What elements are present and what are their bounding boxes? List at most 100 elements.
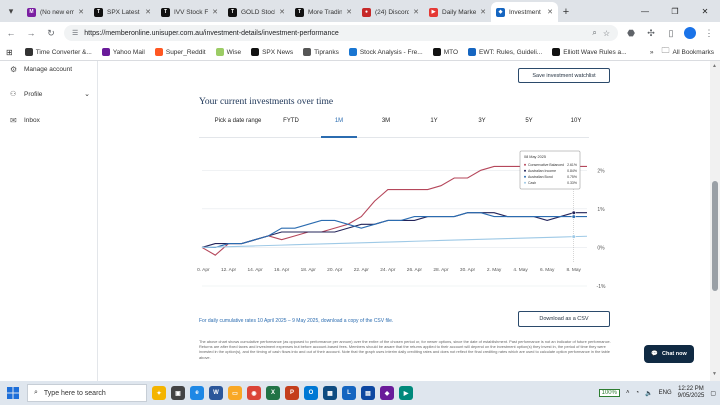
- windows-start-icon[interactable]: [4, 384, 22, 402]
- taskbar-powerpoint-icon[interactable]: P: [285, 386, 299, 400]
- bookmark-item[interactable]: Super_Reddit: [154, 48, 206, 56]
- bookmark-item[interactable]: EWT: Rules, Guideli...: [468, 48, 542, 56]
- bookmark-item[interactable]: Wise: [215, 48, 241, 56]
- taskbar-chrome-icon[interactable]: ◉: [247, 386, 261, 400]
- period-tab-1m[interactable]: 1M: [334, 118, 344, 124]
- more-bookmarks-icon[interactable]: »: [649, 48, 654, 56]
- sidebar-item-inbox[interactable]: ✉ Inbox: [10, 116, 90, 125]
- taskbar-app4-icon[interactable]: ◆: [380, 386, 394, 400]
- site-info-icon[interactable]: ☰: [72, 30, 79, 37]
- forward-icon[interactable]: →: [26, 28, 36, 38]
- tooltip-series-dot: [524, 169, 526, 172]
- browser-tab[interactable]: M (No new em ✕: [22, 2, 89, 22]
- bookmark-favicon-icon: [215, 48, 224, 56]
- taskbar-app5-icon[interactable]: ▶: [399, 386, 413, 400]
- bookmark-favicon-icon: [154, 48, 163, 56]
- minimize-icon[interactable]: —: [641, 6, 649, 16]
- period-tab-5y[interactable]: 5Y: [525, 118, 533, 124]
- profile-avatar[interactable]: [684, 27, 696, 39]
- page-scrollbar[interactable]: ▲ ▼: [710, 61, 720, 381]
- tab-close-icon[interactable]: ✕: [212, 9, 218, 16]
- apps-icon[interactable]: ⊞: [6, 47, 13, 57]
- clock[interactable]: 12:22 PM 9/05/2025: [678, 386, 705, 400]
- save-watchlist-button[interactable]: Save investment watchlist: [518, 68, 610, 83]
- taskbar-word-icon[interactable]: W: [209, 386, 223, 400]
- tab-close-icon[interactable]: ✕: [413, 9, 419, 16]
- up-arrow-icon[interactable]: ˄: [625, 390, 630, 396]
- sidebar-item-profile[interactable]: ⚇ Profile ⌄: [10, 90, 90, 99]
- network-icon[interactable]: ◔: [635, 390, 640, 396]
- bookmark-item[interactable]: SPX News: [251, 48, 293, 56]
- chat-now-button[interactable]: 💬 Chat now: [644, 345, 694, 363]
- bookmark-item[interactable]: Stock Analysis - Fre...: [348, 48, 423, 56]
- bookmark-item[interactable]: Elliott Wave Rules a...: [552, 48, 627, 56]
- x-tick-label: 26. Apr: [407, 267, 423, 273]
- sidepanel-icon[interactable]: ▯: [668, 27, 674, 38]
- tab-close-icon[interactable]: ✕: [346, 9, 352, 16]
- taskbar-taskview-icon[interactable]: ▣: [171, 386, 185, 400]
- period-tab-3y[interactable]: 3Y: [478, 118, 486, 124]
- bookmark-item[interactable]: Time Converter &...: [24, 48, 92, 56]
- x-tick-label: 22. Apr: [354, 267, 370, 273]
- browser-tab[interactable]: ● (24) Discord ✕: [357, 2, 424, 22]
- taskbar-app2-icon[interactable]: L: [342, 386, 356, 400]
- reload-icon[interactable]: ↻: [47, 27, 55, 38]
- browser-tab[interactable]: ◆ Investment p ✕: [491, 2, 558, 22]
- period-tab-10y[interactable]: 10Y: [570, 118, 582, 124]
- period-tab-pick-a-date-range[interactable]: Pick a date range: [214, 118, 262, 124]
- bookmark-item[interactable]: Tipranks: [303, 48, 339, 56]
- chevron-down-icon[interactable]: ⌄: [84, 91, 90, 98]
- tab-search-icon[interactable]: ▾: [8, 5, 14, 16]
- language-indicator[interactable]: ENG: [658, 390, 672, 396]
- bookmark-item[interactable]: MTO: [432, 48, 458, 56]
- tab-close-icon[interactable]: ✕: [145, 9, 151, 16]
- bookmark-item[interactable]: Yahoo Mail: [101, 48, 145, 56]
- taskbar-app3-icon[interactable]: ▤: [361, 386, 375, 400]
- period-tab-fytd[interactable]: FYTD: [283, 118, 299, 124]
- tab-close-icon[interactable]: ✕: [547, 9, 553, 16]
- bookmark-favicon-icon: [101, 48, 110, 56]
- zoom-icon[interactable]: ⌕: [592, 28, 597, 37]
- new-tab-button[interactable]: +: [562, 6, 570, 18]
- sidebar-item-manage-account[interactable]: ⚙ Manage account: [10, 65, 90, 74]
- browser-tab[interactable]: T SPX Latest N ✕: [89, 2, 156, 22]
- url-text[interactable]: https://memberonline.unisuper.com.au/inv…: [84, 29, 339, 37]
- browser-tab[interactable]: T IVV Stock Fu✕: [156, 2, 223, 22]
- taskbar-widgets-icon[interactable]: ✦: [152, 386, 166, 400]
- taskbar-explorer-icon[interactable]: ▭: [228, 386, 242, 400]
- bookmarks-bar: ⊞ Time Converter &... Yahoo Mail Super_Red…: [0, 44, 720, 61]
- period-tab-3m[interactable]: 3M: [381, 118, 391, 124]
- address-bar[interactable]: ☰ https://memberonline.unisuper.com.au/i…: [64, 25, 618, 41]
- all-bookmarks[interactable]: 🗀 All Bookmarks: [661, 45, 714, 59]
- scroll-up-icon[interactable]: ▲: [712, 63, 717, 69]
- tab-close-icon[interactable]: ✕: [279, 9, 285, 16]
- taskbar-search[interactable]: ⌕ Type here to search: [27, 384, 147, 402]
- browser-tab[interactable]: T More Tradin ✕: [290, 2, 357, 22]
- extension-icon[interactable]: ⬣: [627, 27, 635, 38]
- taskbar-excel-icon[interactable]: X: [266, 386, 280, 400]
- period-tab-1y[interactable]: 1Y: [430, 118, 438, 124]
- puzzle-icon[interactable]: ✣: [647, 27, 655, 38]
- taskbar-app-icon[interactable]: ▦: [323, 386, 337, 400]
- scroll-down-icon[interactable]: ▼: [712, 371, 717, 377]
- download-csv-button[interactable]: Download as a CSV: [518, 311, 610, 327]
- bookmark-star-icon[interactable]: ☆: [602, 28, 610, 38]
- bookmark-list: Time Converter &... Yahoo Mail Super_Reddi…: [24, 48, 627, 56]
- volume-icon[interactable]: 🔈: [645, 390, 653, 397]
- back-icon[interactable]: ←: [6, 28, 16, 38]
- menu-icon[interactable]: ⋮: [704, 27, 714, 38]
- taskbar-outlook-icon[interactable]: O: [304, 386, 318, 400]
- taskbar-edge-icon[interactable]: e: [190, 386, 204, 400]
- close-window-icon[interactable]: ✕: [701, 6, 709, 16]
- series-line: [201, 235, 588, 248]
- notifications-icon[interactable]: ▢: [710, 390, 716, 397]
- tab-close-icon[interactable]: ✕: [78, 9, 84, 16]
- battery-indicator[interactable]: 100%: [598, 389, 620, 397]
- csv-note-link[interactable]: For daily cumulative rates 10 April 2025…: [199, 318, 394, 324]
- sidebar-item-label: Manage account: [24, 66, 73, 73]
- browser-tab[interactable]: ▶ Daily Marke ✕: [424, 2, 491, 22]
- tab-close-icon[interactable]: ✕: [480, 9, 486, 16]
- browser-tab[interactable]: T GOLD Stock ✕: [223, 2, 290, 22]
- maximize-icon[interactable]: ❐: [671, 6, 679, 16]
- scroll-thumb[interactable]: [712, 181, 718, 291]
